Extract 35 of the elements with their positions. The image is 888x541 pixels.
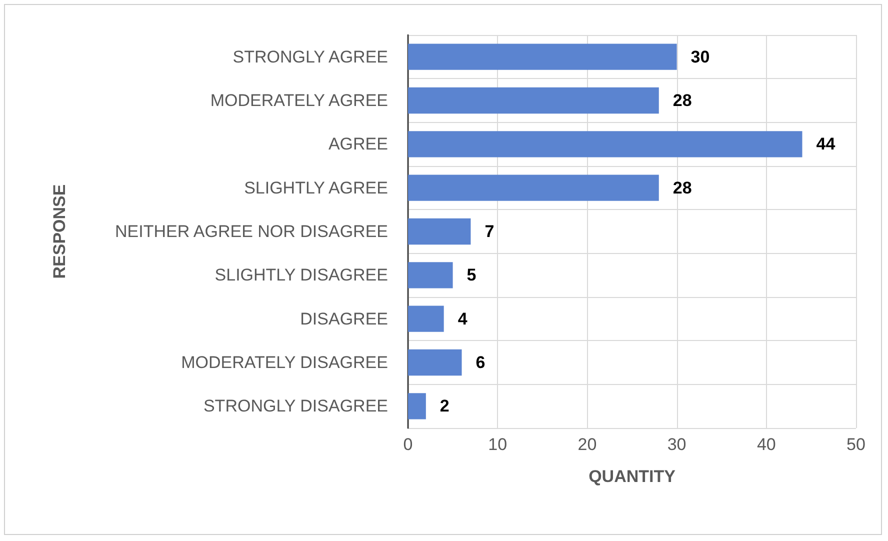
bar [408,87,659,114]
x-tick-label: 40 [756,435,776,454]
data-label: 2 [440,396,450,416]
x-tick-label: 20 [578,435,597,454]
y-tick-label: AGREE [328,134,388,154]
data-label: 5 [466,266,476,285]
data-label: 28 [672,178,692,198]
bar [408,131,802,158]
x-tick-label: 50 [846,435,866,454]
x-tick-label: 0 [403,435,413,454]
y-tick-label: DISAGREE [300,309,388,328]
x-axis-title: QUANTITY [588,467,676,486]
y-tick-label: SLIGHTLY DISAGREE [214,266,388,285]
data-label: 30 [690,47,710,66]
data-label: 4 [458,309,468,328]
y-tick-label: STRONGLY DISAGREE [203,396,388,416]
data-label: 6 [476,353,486,372]
y-tick-label: MODERATELY DISAGREE [181,353,388,372]
x-tick-label: 10 [488,435,508,454]
y-tick-label: MODERATELY AGREE [210,91,388,110]
data-label: 7 [484,222,494,241]
bar [408,262,453,288]
y-tick-label: STRONGLY AGREE [232,47,388,66]
x-tick-label: 30 [667,435,686,454]
bar [408,349,462,376]
bar [408,174,659,201]
bar [408,393,426,420]
y-tick-label: SLIGHTLY AGREE [244,178,388,198]
bar [408,306,444,332]
bar [408,218,471,245]
data-label: 28 [672,91,692,110]
y-axis-title: RESPONSE [50,184,69,279]
data-label: 44 [816,134,836,154]
bar [408,44,677,70]
y-tick-label: NEITHER AGREE NOR DISAGREE [115,222,388,241]
